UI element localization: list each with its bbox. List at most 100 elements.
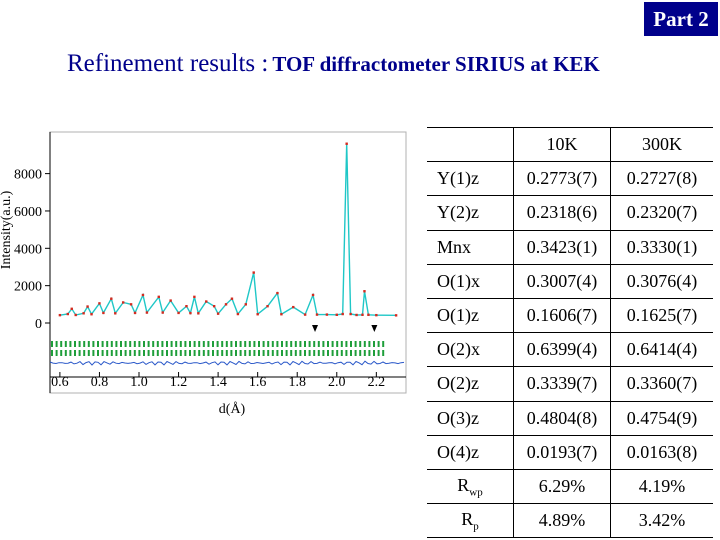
observed-point <box>311 293 315 297</box>
observed-point <box>102 311 105 315</box>
observed-point <box>341 312 344 316</box>
table-row: O(3)z 0.4804(8) 0.4754(9) <box>427 401 713 436</box>
x-tick-label: 0.6 <box>51 375 69 390</box>
table-header-row: 10K 300K <box>427 127 713 162</box>
observed-point <box>236 312 240 316</box>
rwp-300k: 4.19% <box>610 469 713 504</box>
value-cell: 0.3360(7) <box>610 366 713 401</box>
table-row-rp: Rp 4.89% 3.42% <box>427 503 713 538</box>
observed-point <box>141 293 145 297</box>
y-tick-label: 0 <box>35 317 42 332</box>
y-axis-label: Intensity(a.u.) <box>0 190 14 269</box>
observed-point <box>252 271 255 274</box>
x-tick-label: 1.6 <box>249 375 267 390</box>
observed-point <box>266 304 269 308</box>
slide-heading: Refinement results : TOF diffractometer … <box>67 50 600 78</box>
x-tick-label: 1.4 <box>209 375 227 390</box>
y-tick-group: 0 2000 4000 6000 8000 <box>14 168 50 332</box>
observed-point <box>349 312 352 316</box>
table-row: O(2)z 0.3339(7) 0.3360(7) <box>427 366 713 401</box>
observed-point <box>70 307 73 311</box>
observed-point <box>145 311 149 314</box>
observed-point <box>224 303 228 306</box>
observed-point <box>74 313 77 317</box>
x-axis-label: d(Å) <box>219 401 246 417</box>
table-row: O(2)x 0.6399(4) 0.6414(4) <box>427 332 713 367</box>
observed-point <box>114 312 117 315</box>
value-cell: 0.6414(4) <box>610 332 713 367</box>
observed-point <box>325 313 329 316</box>
observed-point <box>292 305 295 309</box>
param-cell: Y(2)z <box>437 202 479 223</box>
value-cell: 0.2727(8) <box>610 161 713 196</box>
difference-curve <box>49 360 405 366</box>
observed-point <box>161 311 164 314</box>
observed-point <box>361 313 364 316</box>
rp-subscript: p <box>473 520 479 533</box>
param-cell: O(2)x <box>437 339 480 360</box>
value-cell: 0.3339(7) <box>513 366 611 401</box>
observed-point <box>98 302 101 305</box>
value-cell: 0.4754(9) <box>610 401 713 436</box>
param-cell: O(1)z <box>437 305 479 326</box>
observed-point <box>363 290 366 293</box>
part-badge: Part 2 <box>644 2 718 36</box>
table-row: Y(2)z 0.2318(6) 0.2320(7) <box>427 195 713 231</box>
observed-point <box>303 313 307 316</box>
diffraction-pattern-chart: 0 2000 4000 6000 8000 0.6 0.8 1.0 1.2 1.4 1.6 1.8 2… <box>0 131 407 417</box>
observed-point <box>86 305 89 308</box>
x-tick-label: 0.8 <box>91 375 109 390</box>
observed-point <box>110 297 113 300</box>
param-cell: Mnx <box>437 236 472 257</box>
x-tick-label: 1.0 <box>130 375 148 390</box>
observed-point <box>276 291 279 295</box>
observed-point <box>129 303 133 306</box>
observed-point <box>375 313 378 317</box>
y-tick-label: 6000 <box>14 205 42 220</box>
header-cell-300k: 300K <box>610 127 713 162</box>
observed-point <box>133 311 137 315</box>
param-cell: O(4)z <box>437 441 479 462</box>
observed-point <box>197 312 200 315</box>
rwp-subscript: wp <box>469 486 483 499</box>
observed-point <box>185 304 188 308</box>
value-cell: 0.3330(1) <box>610 230 713 265</box>
observed-point <box>355 313 358 317</box>
rp-base: R <box>461 508 474 529</box>
observed-point <box>212 304 216 308</box>
value-cell: 0.6399(4) <box>513 332 611 367</box>
observed-point <box>315 313 319 316</box>
rwp-label: Rwp <box>427 469 514 503</box>
rwp-base: R <box>457 474 470 495</box>
value-cell: 0.0163(8) <box>610 435 713 470</box>
observed-point <box>216 312 220 315</box>
param-cell: O(1)x <box>437 270 480 291</box>
x-tick-label: 1.2 <box>170 375 188 390</box>
value-cell: 0.2773(7) <box>513 161 611 196</box>
x-tick-group: 0.6 0.8 1.0 1.2 1.4 1.6 1.8 2.0 2.2 <box>50 372 406 390</box>
observed-point <box>394 314 398 317</box>
observed-point <box>121 301 125 304</box>
rwp-10k: 6.29% <box>513 469 611 504</box>
table-row: O(1)z 0.1606(7) 0.1625(7) <box>427 298 713 333</box>
y-tick-label: 8000 <box>14 168 42 183</box>
peak-arrow-icon <box>312 325 319 332</box>
part-badge-label: Part 2 <box>653 6 709 31</box>
y-tick-label: 2000 <box>14 280 42 295</box>
table-row: Mnx 0.3423(1) 0.3330(1) <box>427 230 713 265</box>
refinement-table-body: 10K 300K Y(1)z 0.2773(7) 0.2727(8) Y(2)z 0.2… <box>427 127 713 538</box>
param-cell: O(3)z <box>437 407 479 428</box>
x-tick-label: 2.2 <box>368 375 386 390</box>
observed-point <box>205 300 208 303</box>
table-row-rwp: Rwp 6.29% 4.19% <box>427 469 713 504</box>
param-cell: O(2)z <box>437 373 479 394</box>
heading-sub: TOF diffractometer SIRIUS at KEK <box>272 52 600 76</box>
heading-main: Refinement results : <box>67 50 269 77</box>
observed-point <box>189 311 192 315</box>
value-cell: 0.2318(6) <box>513 195 611 231</box>
value-cell: 0.3423(1) <box>513 230 611 265</box>
observed-point <box>345 142 348 145</box>
observed-point <box>256 313 259 316</box>
refinement-table: 10K 300K Y(1)z 0.2773(7) 0.2727(8) Y(2)z 0.2… <box>427 127 713 538</box>
table-row: O(4)z 0.0193(7) 0.0163(8) <box>427 435 713 470</box>
